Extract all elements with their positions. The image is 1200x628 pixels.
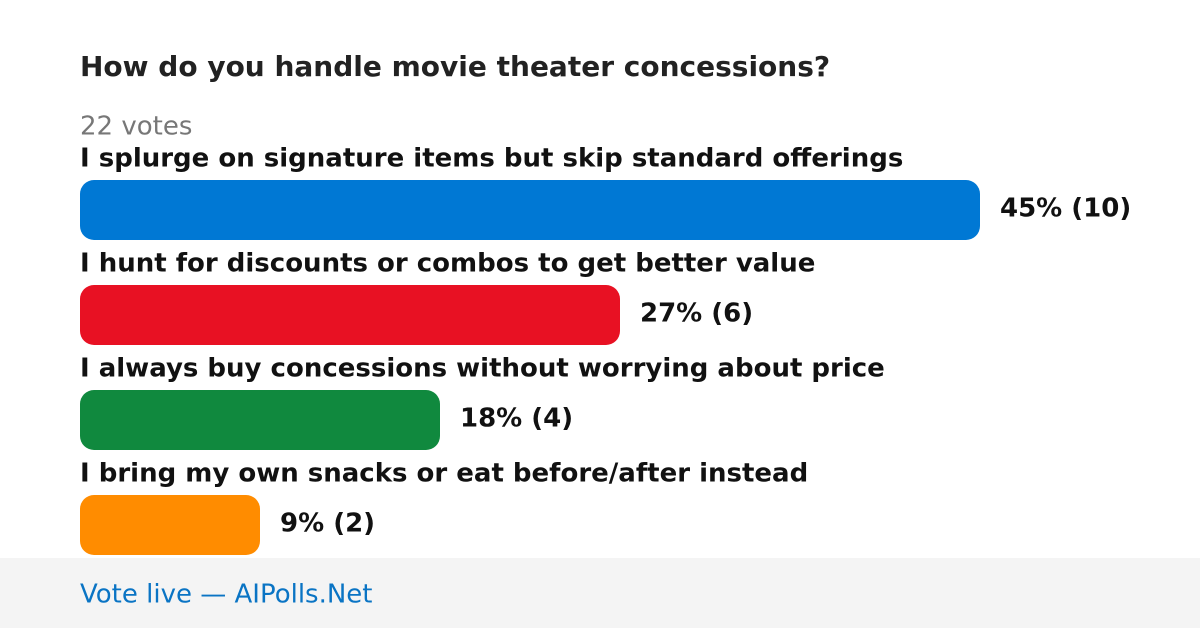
option-label: I splurge on signature items but skip st… [80,144,903,174]
value-label: 18% (4) [460,404,573,434]
option-label: I always buy concessions without worryin… [80,354,885,384]
footer-link[interactable]: Vote live — AIPolls.Net [80,580,373,610]
footer-band [0,558,1200,628]
vote-count: 22 votes [80,112,192,142]
value-label: 27% (6) [640,299,753,329]
option-label: I bring my own snacks or eat before/afte… [80,459,808,489]
option-label: I hunt for discounts or combos to get be… [80,249,815,279]
value-label: 9% (2) [280,509,375,539]
bar [80,495,260,555]
value-label: 45% (10) [1000,194,1131,224]
bar [80,390,440,450]
bar [80,180,980,240]
bar [80,285,620,345]
poll-title: How do you handle movie theater concessi… [80,50,830,83]
